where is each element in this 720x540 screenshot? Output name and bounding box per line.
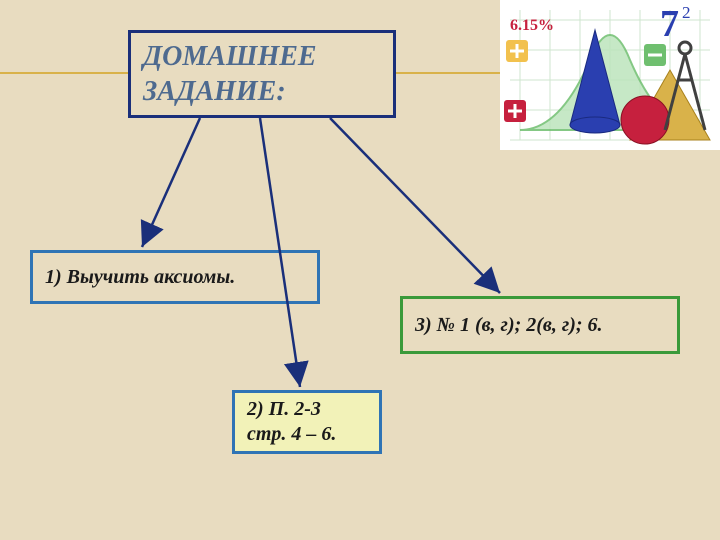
sphere-shape: [621, 96, 669, 144]
math-collage-svg: 7 2 6.15%: [500, 0, 720, 150]
plus-tile-2: [504, 100, 526, 122]
task-3-box: 3) № 1 (в, г); 2(в, г); 6.: [400, 296, 680, 354]
slide-stage: 7 2 6.15% ДОМАШНЕЕ ЗАДАНИЕ: 1) Выучить а…: [0, 0, 720, 540]
task-3-text: 3) № 1 (в, г); 2(в, г); 6.: [415, 313, 603, 338]
task-1-box: 1) Выучить аксиомы.: [30, 250, 320, 304]
arrow: [142, 118, 200, 247]
title-text: ДОМАШНЕЕ ЗАДАНИЕ:: [143, 39, 317, 109]
percent-label: 6.15%: [510, 17, 554, 34]
arrow: [330, 118, 500, 293]
task-2-box: 2) П. 2-3 стр. 4 – 6.: [232, 390, 382, 454]
title-box: ДОМАШНЕЕ ЗАДАНИЕ:: [128, 30, 396, 118]
math-collage: 7 2 6.15%: [500, 0, 720, 150]
task-2-text: 2) П. 2-3 стр. 4 – 6.: [247, 397, 336, 447]
seven-squared: 7: [660, 3, 679, 45]
task-1-text: 1) Выучить аксиомы.: [45, 265, 235, 290]
minus-tile: [644, 44, 666, 66]
plus-tile-1: [506, 40, 528, 62]
seven-exponent: 2: [682, 3, 691, 22]
